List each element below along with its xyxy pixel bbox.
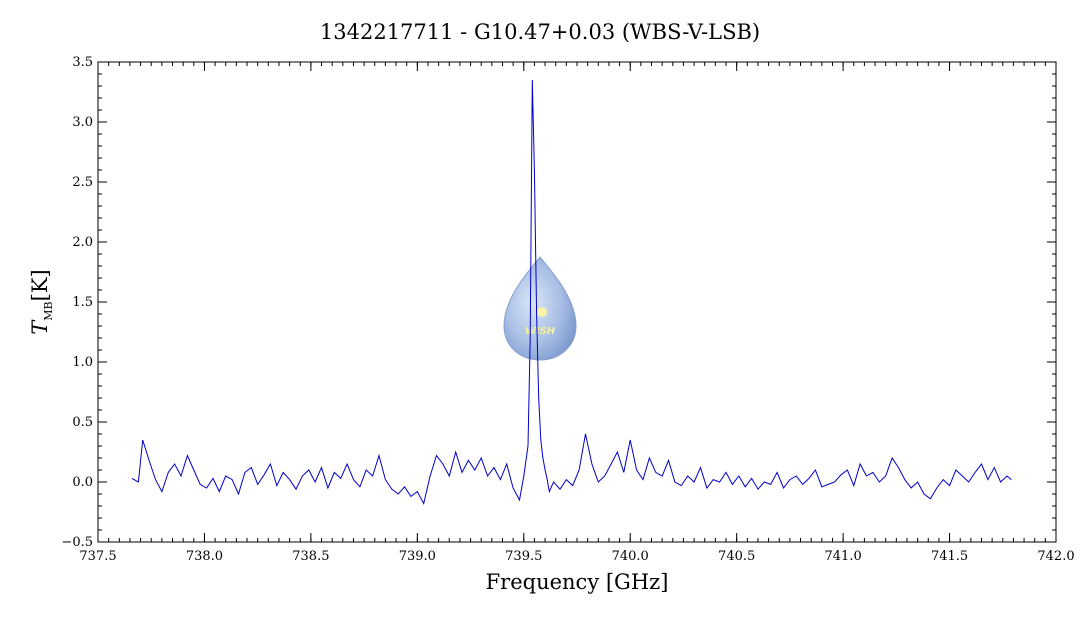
x-tick-label: 740.5: [718, 549, 755, 564]
y-tick-label: −0.5: [61, 535, 93, 550]
x-tick-label: 741.5: [931, 549, 968, 564]
y-tick-label: 2.5: [72, 175, 93, 190]
wish-logo: WISH: [503, 256, 577, 361]
axis-ticks: [97, 61, 1057, 543]
x-tick-label: 741.0: [825, 549, 862, 564]
x-tick-label: 737.5: [79, 549, 116, 564]
y-tick-label: 3.5: [72, 55, 93, 70]
y-tick-label: 1.0: [72, 355, 93, 370]
y-tick-label: 0.0: [72, 475, 93, 490]
series-line: [131, 79, 1012, 506]
y-axis-label-sub: MB: [42, 301, 55, 320]
y-axis-label: TMB[K]: [28, 269, 55, 334]
y-tick-labels: −0.5 0.0 0.5 1.0 1.5 2.0 2.5 3.0 3.5: [61, 55, 93, 550]
y-tick-label: 3.0: [72, 115, 93, 130]
x-tick-label: 739.0: [399, 549, 436, 564]
x-tick-label: 742.0: [1037, 549, 1074, 564]
x-axis-label: Frequency [GHz]: [486, 570, 669, 594]
x-tick-label: 740.0: [612, 549, 649, 564]
y-tick-label: 1.5: [72, 295, 93, 310]
y-axis-label-main: T: [28, 319, 52, 335]
x-tick-label: 738.0: [186, 549, 223, 564]
y-tick-label: 0.5: [72, 415, 93, 430]
y-tick-label: 2.0: [72, 235, 93, 250]
x-tick-label: 739.5: [505, 549, 542, 564]
wish-logo-text: WISH: [525, 326, 556, 337]
wish-star-icon: [537, 307, 547, 317]
y-axis-label-unit: [K]: [28, 269, 52, 301]
x-tick-labels: 737.5 738.0 738.5 739.0 739.5 740.0 740.5 741.0…: [79, 549, 1074, 564]
x-tick-label: 738.5: [292, 549, 329, 564]
chart-title: 1342217711 - G10.47+0.03 (WBS-V-LSB): [320, 20, 760, 44]
svg-text:TMB[K]: TMB[K]: [28, 269, 55, 334]
plot-frame: [97, 61, 1057, 543]
